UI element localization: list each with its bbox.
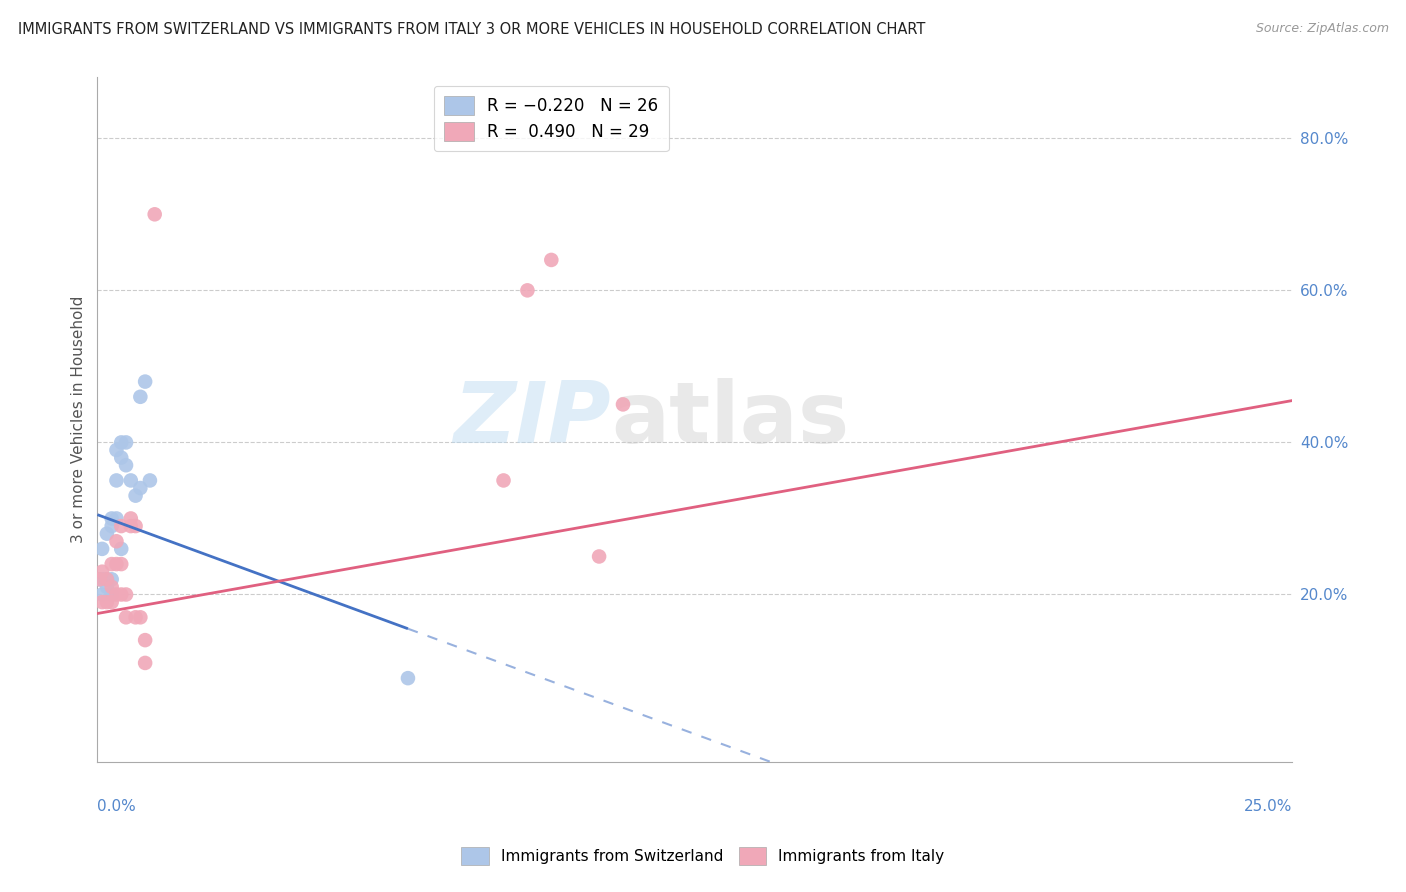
Point (91, 595, 114, 609)
Point (396, 671, 419, 685)
Text: 25.0%: 25.0% (1244, 799, 1292, 814)
Point (105, 511, 128, 525)
Point (134, 656, 156, 670)
Text: IMMIGRANTS FROM SWITZERLAND VS IMMIGRANTS FROM ITALY 3 OR MORE VEHICLES IN HOUSE: IMMIGRANTS FROM SWITZERLAND VS IMMIGRANT… (18, 22, 925, 37)
Point (91, 587, 114, 601)
Legend: Immigrants from Switzerland, Immigrants from Italy: Immigrants from Switzerland, Immigrants … (456, 841, 950, 871)
Point (129, 610, 152, 624)
Point (120, 519, 142, 533)
Point (115, 458, 138, 473)
Point (612, 397, 634, 411)
Point (105, 534, 128, 549)
Point (100, 587, 122, 601)
Point (96, 572, 118, 586)
Point (115, 587, 138, 601)
Point (516, 284, 538, 298)
Point (139, 474, 162, 488)
Point (134, 375, 156, 389)
Point (105, 474, 128, 488)
Point (105, 443, 128, 458)
Point (143, 207, 166, 221)
Point (89, 572, 111, 586)
Point (134, 633, 156, 648)
Point (110, 557, 132, 571)
Point (110, 541, 132, 556)
Text: 0.0%: 0.0% (97, 799, 136, 814)
Point (91, 541, 114, 556)
Point (110, 587, 132, 601)
Point (492, 474, 515, 488)
Point (100, 572, 122, 586)
Point (100, 580, 122, 594)
Point (96, 526, 118, 541)
Point (100, 519, 122, 533)
Point (105, 587, 128, 601)
Text: ZIP: ZIP (453, 378, 612, 461)
Point (100, 511, 122, 525)
Text: Source: ZipAtlas.com: Source: ZipAtlas.com (1256, 22, 1389, 36)
Point (120, 474, 142, 488)
Point (588, 549, 610, 564)
Point (540, 252, 562, 267)
Point (96, 580, 118, 594)
Point (96, 572, 118, 586)
Point (91, 565, 114, 579)
Point (96, 595, 118, 609)
Point (105, 557, 128, 571)
Point (115, 435, 138, 450)
Legend: R = −0.220   N = 26, R =  0.490   N = 29: R = −0.220 N = 26, R = 0.490 N = 29 (434, 86, 668, 151)
Point (110, 435, 132, 450)
Point (124, 489, 146, 503)
Point (129, 481, 152, 495)
Point (110, 519, 132, 533)
Point (100, 557, 122, 571)
Point (124, 610, 146, 624)
Point (89, 572, 111, 586)
Point (129, 390, 152, 404)
Point (124, 519, 146, 533)
Point (120, 511, 142, 525)
Point (110, 450, 132, 465)
Point (115, 610, 138, 624)
Point (100, 595, 122, 609)
Point (91, 572, 114, 586)
Y-axis label: 3 or more Vehicles in Household: 3 or more Vehicles in Household (72, 296, 86, 543)
Text: atlas: atlas (612, 378, 849, 461)
